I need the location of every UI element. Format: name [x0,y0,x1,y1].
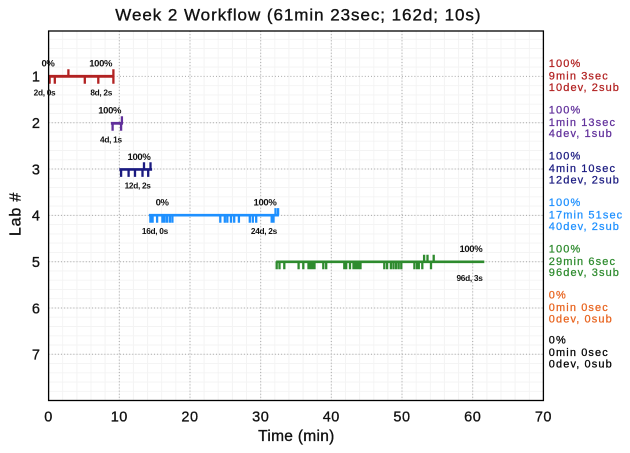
svg-text:100%: 100% [549,104,582,116]
svg-text:0: 0 [44,410,53,426]
svg-text:100%: 100% [459,244,483,255]
svg-text:Time (min): Time (min) [258,428,334,445]
svg-text:0%: 0% [549,335,567,347]
svg-text:96dev, 3sub: 96dev, 3sub [549,267,620,279]
svg-text:3: 3 [32,162,40,178]
svg-text:2: 2 [32,116,40,132]
svg-text:70: 70 [535,410,552,426]
svg-text:0%: 0% [41,59,55,70]
svg-text:4dev, 1sub: 4dev, 1sub [549,128,613,140]
svg-text:0%: 0% [549,290,567,302]
svg-text:0dev, 0sub: 0dev, 0sub [549,359,613,371]
svg-text:0min 0sec: 0min 0sec [549,302,609,314]
svg-text:100%: 100% [89,59,113,70]
svg-text:12d, 2s: 12d, 2s [125,180,152,190]
svg-text:9min 3sec: 9min 3sec [549,71,609,83]
svg-text:Lab #: Lab # [8,192,25,236]
svg-text:1min 13sec: 1min 13sec [549,117,616,129]
svg-text:4min 10sec: 4min 10sec [549,163,616,175]
svg-text:0dev, 0sub: 0dev, 0sub [549,313,613,325]
svg-text:29min 6sec: 29min 6sec [549,256,616,268]
svg-text:24d, 2s: 24d, 2s [251,226,278,236]
svg-text:100%: 100% [549,197,582,209]
svg-text:1: 1 [32,70,40,86]
svg-text:4d, 1s: 4d, 1s [100,134,122,144]
svg-text:2d, 0s: 2d, 0s [34,88,56,98]
svg-text:30: 30 [252,410,269,426]
svg-text:10: 10 [111,410,128,426]
svg-text:100%: 100% [98,105,122,116]
svg-text:40dev, 2sub: 40dev, 2sub [549,221,620,233]
svg-text:100%: 100% [549,243,582,255]
svg-text:40: 40 [323,410,340,426]
svg-text:5: 5 [32,255,40,271]
svg-text:100%: 100% [128,152,152,163]
svg-text:8d, 2s: 8d, 2s [90,88,112,98]
svg-text:7: 7 [32,348,40,364]
svg-text:96d, 3s: 96d, 3s [456,273,483,283]
svg-text:17min 51sec: 17min 51sec [549,210,623,222]
svg-text:10dev, 2sub: 10dev, 2sub [549,82,620,94]
svg-text:20: 20 [181,410,198,426]
svg-text:0%: 0% [156,198,170,209]
svg-text:16d, 0s: 16d, 0s [142,226,169,236]
svg-text:100%: 100% [549,151,582,163]
svg-text:100%: 100% [254,197,278,208]
svg-text:Week 2 Workflow (61min 23sec;: Week 2 Workflow (61min 23sec; 162d; 10s) [115,5,481,24]
svg-text:12dev, 2sub: 12dev, 2sub [549,174,620,186]
svg-text:60: 60 [464,410,481,426]
svg-text:0min 0sec: 0min 0sec [549,347,609,359]
svg-text:100%: 100% [549,58,582,70]
svg-text:50: 50 [393,410,410,426]
svg-text:4: 4 [32,209,40,225]
svg-text:6: 6 [32,301,40,317]
